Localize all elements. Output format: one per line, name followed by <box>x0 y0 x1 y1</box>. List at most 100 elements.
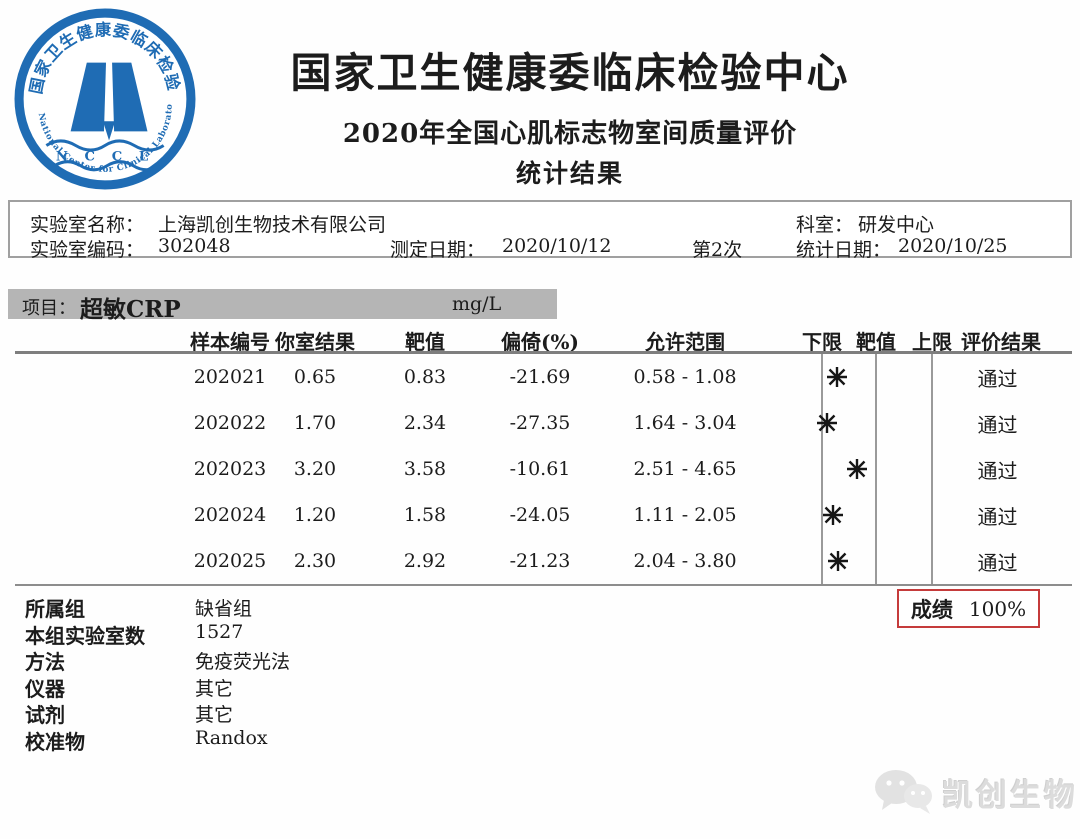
test-date-value: 2020/10/12 <box>502 235 612 257</box>
bias-cell: -27.35 <box>509 412 571 434</box>
summary-value: 缺省组 <box>195 598 253 620</box>
test-date-label: 测定日期： <box>390 239 486 261</box>
department-label: 科室： <box>796 214 854 236</box>
summary-row: 试剂 其它 <box>0 699 700 728</box>
summary-value: 免疫荧光法 <box>195 651 291 674</box>
evaluation-cell: 通过 <box>977 504 1018 529</box>
column-header: 靶值 <box>405 329 445 354</box>
result-cell: 1.20 <box>293 504 337 526</box>
score-value: 100% <box>968 596 1027 621</box>
page-subtitle-2: 统计结果 <box>515 159 624 189</box>
nccl-logo-icon: 国家卫生健康委临床检验中心 National Center for Clinic… <box>14 8 196 190</box>
summary-row: 所属组 缺省组 <box>0 593 700 621</box>
bias-cell: -10.61 <box>509 458 571 480</box>
sample-cell: 202021 <box>193 366 267 388</box>
summary-row: 校准物 Randox <box>0 726 700 754</box>
range-cell: 1.11 - 2.05 <box>633 504 737 526</box>
project-name: 超敏CRP <box>80 296 181 323</box>
result-cell: 1.70 <box>293 412 337 434</box>
lab-name-label: 实验室名称： <box>30 214 145 236</box>
watermark-text: 凯创生物 <box>942 777 1078 814</box>
title-block: 国家卫生健康委临床检验中心 2020年全国心肌标志物室间质量评价 统计结果 <box>210 48 930 190</box>
bias-cell: -21.23 <box>509 550 571 572</box>
lab-name-value: 上海凯创生物技术有限公司 <box>158 214 387 236</box>
target-cell: 1.58 <box>403 504 447 526</box>
table-row: 202021 0.65 0.83 -21.69 0.58 - 1.08 通过 <box>0 354 1080 400</box>
target-line <box>875 354 877 584</box>
sample-cell: 202023 <box>193 458 267 480</box>
table-row: 202022 1.70 2.34 -27.35 1.64 - 3.04 通过 <box>0 400 1080 446</box>
range-cell: 0.58 - 1.08 <box>633 366 737 388</box>
target-cell: 2.92 <box>403 550 447 572</box>
target-cell: 0.83 <box>403 366 447 388</box>
target-cell: 2.34 <box>403 412 447 434</box>
result-marker-icon <box>827 367 848 387</box>
summary-value: 1527 <box>195 620 244 643</box>
page-title: 国家卫生健康委临床检验中心 <box>290 49 850 97</box>
result-marker-icon <box>822 505 843 525</box>
result-marker-icon <box>828 551 849 571</box>
logo-drop <box>102 121 116 141</box>
result-cell: 3.20 <box>293 458 337 480</box>
result-marker-icon <box>847 459 868 479</box>
evaluation-cell: 通过 <box>977 412 1018 437</box>
lab-info-box: 实验室名称： 上海凯创生物技术有限公司 科室： 研发中心 实验室编码： 3020… <box>8 200 1072 261</box>
page-subtitle: 2020年全国心肌标志物室间质量评价 <box>342 119 798 150</box>
column-header: 靶值 <box>856 329 896 354</box>
column-header: 上限 <box>912 329 952 354</box>
summary-row: 本组实验室数 1527 <box>0 620 700 648</box>
result-marker-icon <box>816 413 837 433</box>
column-header: 偏倚(%) <box>501 329 579 354</box>
summary-label: 试剂 <box>25 703 65 728</box>
summary-row: 仪器 其它 <box>0 673 700 701</box>
score-label: 成绩 <box>910 596 953 622</box>
logo-wave-top <box>45 139 165 152</box>
column-header: 评价结果 <box>961 329 1041 354</box>
round-value: 第2次 <box>692 239 743 261</box>
column-header: 下限 <box>802 329 842 354</box>
summary-label: 方法 <box>25 650 65 675</box>
table-header-rule <box>15 351 1072 354</box>
result-cell: 2.30 <box>293 550 337 572</box>
table-row: 202025 2.30 2.92 -21.23 2.04 - 3.80 通过 <box>0 538 1080 584</box>
sample-cell: 202022 <box>193 412 267 434</box>
range-cell: 2.51 - 4.65 <box>633 458 737 480</box>
summary-row: 方法 免疫荧光法 <box>0 646 700 675</box>
table-row: 202024 1.20 1.58 -24.05 1.11 - 2.05 通过 <box>0 492 1080 538</box>
score-box: 成绩 100% <box>897 589 1040 628</box>
project-bar: 项目： 超敏CRP mg/L <box>8 289 557 323</box>
sample-cell: 202024 <box>193 504 267 526</box>
project-label: 项目： <box>22 298 76 319</box>
column-header: 你室结果 <box>275 329 355 354</box>
column-header: 允许范围 <box>645 329 725 354</box>
summary-value: Randox <box>195 727 268 749</box>
logo-wave-bottom <box>53 160 161 172</box>
range-cell: 1.64 - 3.04 <box>633 412 737 434</box>
range-cell: 2.04 - 3.80 <box>633 550 737 572</box>
evaluation-cell: 通过 <box>977 550 1018 575</box>
summary-label: 校准物 <box>25 730 85 754</box>
stat-date-label: 统计日期： <box>796 239 892 261</box>
table-bottom-rule <box>15 584 1072 586</box>
summary-value: 其它 <box>195 704 234 727</box>
watermark: 凯创生物 <box>872 768 1078 816</box>
chat-bubbles-icon <box>875 770 932 814</box>
lab-code-value: 302048 <box>158 235 231 257</box>
logo-flask-left <box>70 62 107 132</box>
summary-value: 其它 <box>195 677 234 700</box>
project-unit: mg/L <box>452 293 502 315</box>
department-value: 研发中心 <box>858 214 935 236</box>
summary-label: 本组实验室数 <box>25 623 145 648</box>
bias-cell: -21.69 <box>509 366 571 388</box>
lower-limit-line <box>821 354 823 584</box>
summary-label: 所属组 <box>25 597 85 621</box>
summary-label: 仪器 <box>25 676 65 701</box>
sample-cell: 202025 <box>193 550 267 572</box>
column-header: 样本编号 <box>190 329 270 354</box>
logo-flask-right <box>112 62 148 132</box>
result-cell: 0.65 <box>293 366 337 388</box>
logo-acronym: N C C L <box>56 150 154 165</box>
evaluation-cell: 通过 <box>977 366 1018 391</box>
stat-date-value: 2020/10/25 <box>898 235 1008 257</box>
